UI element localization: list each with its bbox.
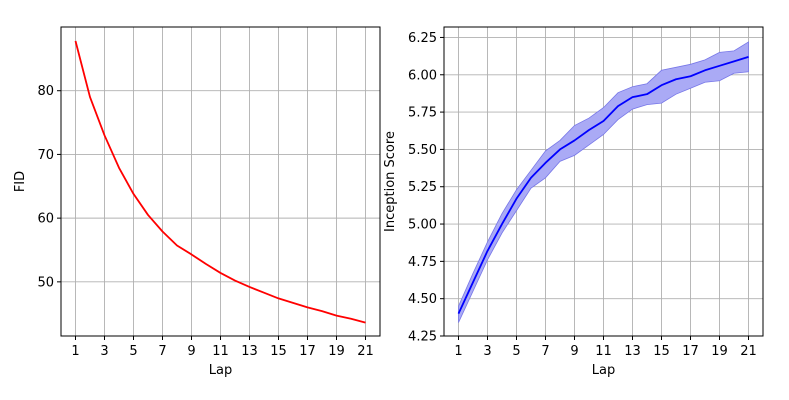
y-axis-label: FID (13, 171, 28, 192)
y-tick-label: 4.75 (408, 255, 437, 270)
y-tick-label: 5.00 (408, 218, 437, 233)
confidence-band (458, 41, 749, 323)
y-tick-label: 50 (37, 275, 54, 290)
y-tick-label: 6.00 (408, 68, 437, 83)
x-tick-label: 21 (740, 344, 757, 359)
x-tick-label: 19 (328, 344, 345, 359)
x-tick-label: 13 (241, 344, 258, 359)
x-tick-label: 17 (682, 344, 699, 359)
x-tick-label: 3 (100, 344, 108, 359)
y-tick-label: 5.75 (408, 106, 437, 121)
x-tick-label: 3 (483, 344, 491, 359)
x-tick-label: 9 (570, 344, 578, 359)
x-tick-label: 7 (158, 344, 166, 359)
x-axis-label: Lap (592, 363, 615, 378)
x-axis-label: Lap (209, 363, 232, 378)
x-tick-label: 1 (71, 344, 79, 359)
x-tick-label: 11 (595, 344, 612, 359)
x-tick-label: 7 (541, 344, 549, 359)
x-tick-label: 15 (653, 344, 670, 359)
y-tick-label: 4.25 (408, 330, 437, 345)
x-tick-label: 17 (299, 344, 316, 359)
y-tick-label: 6.25 (408, 31, 437, 46)
x-tick-label: 13 (624, 344, 641, 359)
x-tick-label: 5 (129, 344, 137, 359)
grid (444, 27, 763, 337)
x-tick-label: 1 (454, 344, 462, 359)
x-tick-label: 9 (187, 344, 195, 359)
y-tick-label: 70 (37, 148, 54, 163)
inception-score-chart: 1 3 5 7 9 11 13 15 17 19 214.254.504.755.005.255.5… (383, 26, 764, 378)
x-tick-label: 21 (357, 344, 374, 359)
y-tick-label: 60 (37, 212, 54, 227)
x-tick-label: 5 (512, 344, 520, 359)
x-tick-label: 19 (711, 344, 728, 359)
y-tick-label: 4.50 (408, 292, 437, 307)
y-tick-label: 5.25 (408, 180, 437, 195)
y-tick-label: 80 (37, 84, 54, 99)
y-axis-label: Inception Score (383, 131, 398, 232)
y-tick-label: 5.50 (408, 143, 437, 158)
grid (61, 27, 380, 336)
x-tick-label: 11 (212, 344, 229, 359)
x-tick-label: 15 (270, 344, 287, 359)
